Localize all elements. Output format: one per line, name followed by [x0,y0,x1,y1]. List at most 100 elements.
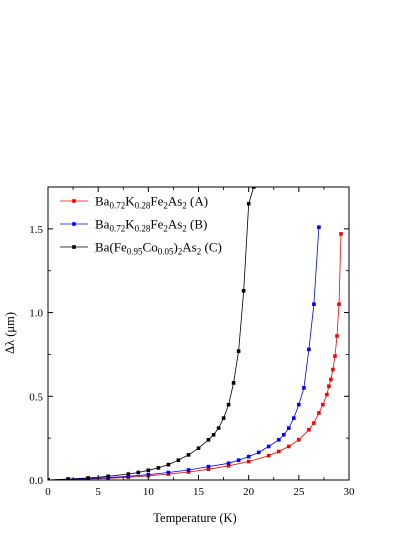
data-point [251,187,256,189]
data-point [307,428,311,432]
legend-text-part: Ba [95,194,110,209]
data-point [216,426,221,430]
data-point [287,444,291,449]
data-point [333,354,337,358]
legend: Ba0.72K0.28Fe2As2 (A)Ba0.72K0.28Fe2As2 (… [60,194,222,257]
x-tick-label: 15 [193,486,205,498]
axes: 0 5 10 15 20 25 30 0.0 0.5 1.0 1.5 [29,186,356,498]
data-point [266,453,271,458]
legend-subscript: 0.72 [109,224,125,234]
legend-text-part: (B) [187,217,208,232]
data-point [196,446,201,450]
legend-marker [72,245,76,249]
data-point [266,444,271,449]
data-point [246,454,251,459]
data-point [256,450,261,455]
data-point [236,349,241,353]
data-point [329,377,333,382]
data-point [325,392,329,397]
plot-area [48,187,343,480]
legend-subscript: 0.28 [135,201,151,211]
legend-subscript: 0.95 [127,247,143,257]
legend-subscript: 2 [163,224,168,234]
data-point [277,449,281,454]
data-point [146,472,151,477]
data-point [106,474,110,479]
x-tick-label: 30 [344,486,356,498]
data-point [206,464,211,469]
legend-subscript: 2 [178,247,183,257]
data-point [186,468,191,472]
legend-text-part: (C) [201,240,222,255]
legend-text-part: (A) [187,194,208,209]
data-point [282,433,286,437]
legend-subscript: 2 [182,201,187,211]
data-point [277,438,281,442]
data-point [186,470,191,474]
data-point [246,459,251,464]
x-tick-label: 20 [243,486,255,498]
legend-text-part: Co [143,240,158,255]
data-point [126,474,131,479]
y-tick-label: 1.5 [29,224,43,236]
legend-text-part: Ba(Fe [95,240,127,255]
legend-subscript: 0.28 [135,224,151,234]
x-tick-label: 25 [293,486,305,498]
data-point [302,386,306,390]
data-point [337,302,341,306]
legend-text-part: K [125,194,135,209]
data-point [317,225,321,229]
data-point [246,201,251,206]
data-point [335,334,339,338]
y-tick-label: 0.5 [29,391,43,403]
data-point [321,402,325,407]
data-point [156,466,161,470]
legend-text-part: Fe [150,217,163,232]
data-point [206,438,211,442]
legend-subscript: 2 [163,201,168,211]
data-point [297,402,301,407]
data-point [312,421,316,425]
legend-text-part: Fe [150,194,163,209]
data-point [166,470,171,475]
data-point [287,426,291,430]
legend-entry-0: Ba0.72K0.28Fe2As2 (A) [95,194,208,211]
legend-text-part: As [168,217,182,232]
data-point [331,367,335,372]
series-line-2 [48,187,255,480]
legend-text-part: K [125,217,135,232]
data-point [48,478,50,480]
data-point [226,402,231,407]
legend-text-part: Ba [95,217,110,232]
data-point [327,384,331,388]
y-axis-title: Δλ (μm) [3,312,17,354]
legend-subscript: 0.72 [109,201,125,211]
x-tick-label: 0 [45,486,51,498]
legend-subscript: 2 [182,224,187,234]
data-point [226,461,231,466]
y-tick-label: 0.0 [29,475,43,487]
data-point [221,416,226,420]
data-point [226,464,231,468]
data-point [186,453,191,457]
data-point [307,347,311,352]
data-point [339,232,343,236]
series-group [48,187,343,480]
data-point [206,467,211,472]
data-point [236,458,241,462]
x-axis-title: Temperature (K) [153,511,236,525]
data-point [136,470,141,475]
data-point [176,458,181,462]
legend-marker [72,222,76,226]
legend-text-part: ) [173,240,177,255]
y-tick-label: 1.0 [29,308,43,320]
legend-subscript: 2 [197,247,202,257]
data-point [146,468,151,473]
legend-entry-2: Ba(Fe0.95Co0.05)2As2 (C) [95,240,222,257]
data-point [126,472,131,476]
x-tick-label: 5 [95,486,101,498]
data-point [86,476,90,480]
data-point [317,411,321,415]
series-line-0 [48,233,342,480]
